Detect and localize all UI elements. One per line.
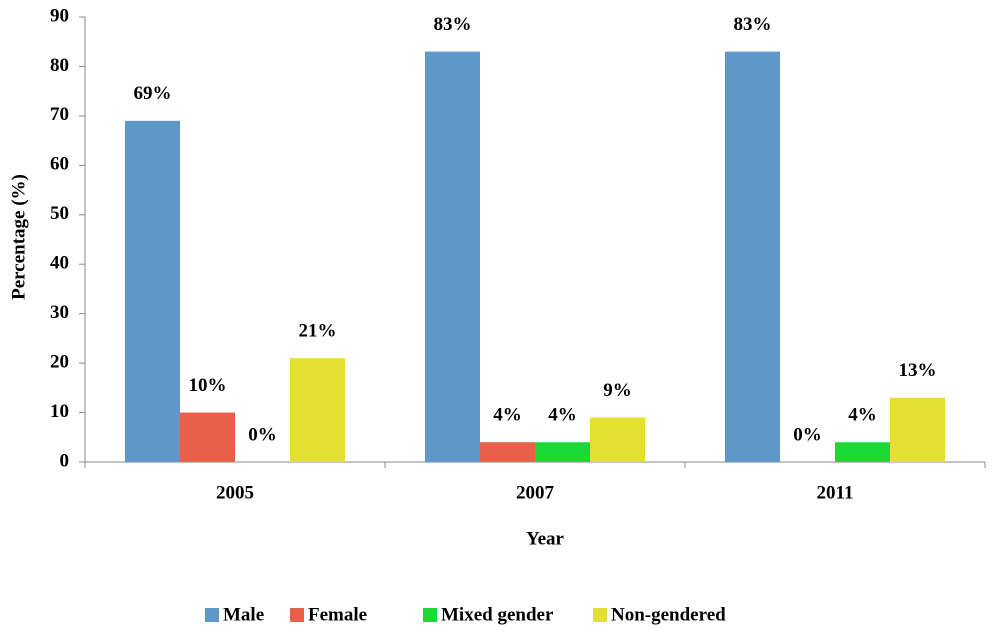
- bar: [180, 412, 235, 462]
- value-label: 4%: [548, 405, 577, 426]
- bar: [890, 397, 945, 462]
- value-label: 4%: [848, 405, 877, 426]
- value-label: 0%: [248, 424, 277, 445]
- x-tick-label: 2005: [216, 482, 254, 503]
- y-tick-label: 50: [50, 203, 69, 224]
- legend-label: Male: [223, 604, 264, 625]
- y-tick-label: 20: [50, 351, 69, 372]
- legend-label: Mixed gender: [441, 604, 554, 625]
- y-tick-label: 0: [60, 450, 70, 471]
- value-label: 83%: [434, 14, 472, 35]
- y-tick-label: 90: [50, 5, 69, 26]
- value-label: 4%: [493, 405, 522, 426]
- y-tick-label: 60: [50, 154, 69, 175]
- value-label: 9%: [603, 380, 632, 401]
- legend-label: Female: [308, 604, 367, 625]
- y-tick-label: 40: [50, 253, 69, 274]
- y-tick-label: 30: [50, 302, 69, 323]
- legend-swatch: [423, 608, 437, 622]
- x-axis-label: Year: [526, 528, 565, 549]
- legend-swatch: [290, 608, 304, 622]
- bar: [480, 442, 535, 462]
- x-tick-label: 2007: [516, 482, 555, 503]
- value-label: 13%: [899, 360, 937, 381]
- value-label: 10%: [189, 375, 227, 396]
- value-label: 21%: [299, 321, 337, 342]
- y-tick-label: 10: [50, 401, 69, 422]
- y-axis-label: Percentage (%): [8, 174, 29, 300]
- value-label: 83%: [734, 14, 772, 35]
- value-label: 69%: [134, 83, 172, 104]
- bar: [535, 442, 590, 462]
- y-tick-label: 70: [50, 104, 69, 125]
- legend-swatch: [593, 608, 607, 622]
- value-label: 0%: [793, 424, 822, 445]
- bar: [725, 51, 780, 462]
- legend-label: Non-gendered: [611, 604, 726, 625]
- bar: [590, 417, 645, 462]
- bar: [835, 442, 890, 462]
- x-tick-label: 2011: [817, 482, 854, 503]
- bar: [290, 358, 345, 462]
- y-tick-label: 80: [50, 55, 69, 76]
- bar: [125, 120, 180, 462]
- bar: [425, 51, 480, 462]
- legend-swatch: [205, 608, 219, 622]
